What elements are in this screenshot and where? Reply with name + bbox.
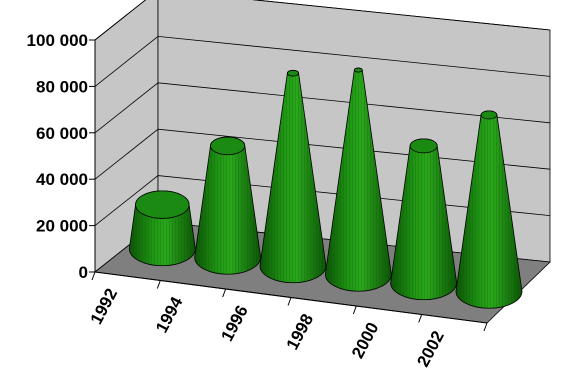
cone-shading bbox=[390, 138, 457, 300]
x-tick-label: 2002 bbox=[413, 328, 448, 370]
x-tick-label: 1994 bbox=[152, 293, 187, 336]
cone-shading bbox=[194, 137, 261, 275]
cone-bar-1998 bbox=[324, 67, 392, 292]
x-tick-mark bbox=[418, 314, 423, 323]
cone-top bbox=[286, 69, 299, 77]
y-tick-label: 100 000 bbox=[27, 31, 88, 50]
gridline bbox=[94, 0, 551, 41]
cone-bar-1996 bbox=[259, 69, 327, 284]
x-tick-label: 2000 bbox=[348, 319, 383, 361]
x-tick-mark bbox=[352, 305, 357, 315]
cone-top bbox=[480, 110, 498, 120]
x-tick-label: 1996 bbox=[217, 302, 252, 344]
cone-shading bbox=[325, 68, 392, 292]
cone-shading bbox=[259, 70, 326, 283]
x-tick-label: 1998 bbox=[283, 311, 318, 353]
cone-shading bbox=[455, 110, 522, 309]
x-tick-mark bbox=[91, 271, 96, 281]
cone-bar-1994 bbox=[194, 136, 262, 275]
cone-top bbox=[353, 67, 363, 73]
y-tick-label: 80 000 bbox=[36, 77, 88, 96]
x-tick-mark bbox=[483, 322, 488, 332]
y-tick-label: 40 000 bbox=[36, 170, 88, 189]
x-tick-label: 1992 bbox=[87, 285, 122, 327]
cone-bar-2000 bbox=[390, 138, 458, 301]
cone-top bbox=[135, 190, 190, 219]
x-tick-mark bbox=[222, 288, 227, 298]
cone-top bbox=[210, 136, 246, 156]
y-tick-label: 0 bbox=[79, 263, 88, 282]
x-tick-mark bbox=[287, 297, 292, 306]
y-tick-label: 20 000 bbox=[36, 217, 88, 236]
y-tick-label: 60 000 bbox=[36, 124, 88, 143]
gridline bbox=[94, 35, 551, 87]
y-axis: 0 20 000 40 000 60 000 80 000 100 000 bbox=[27, 31, 96, 282]
cone-bar-2002 bbox=[455, 110, 523, 309]
data-marks bbox=[128, 67, 523, 309]
cone-bar-1992 bbox=[128, 190, 196, 267]
gridline bbox=[94, 82, 551, 134]
cone-top bbox=[409, 138, 438, 154]
x-tick-mark bbox=[156, 280, 161, 289]
